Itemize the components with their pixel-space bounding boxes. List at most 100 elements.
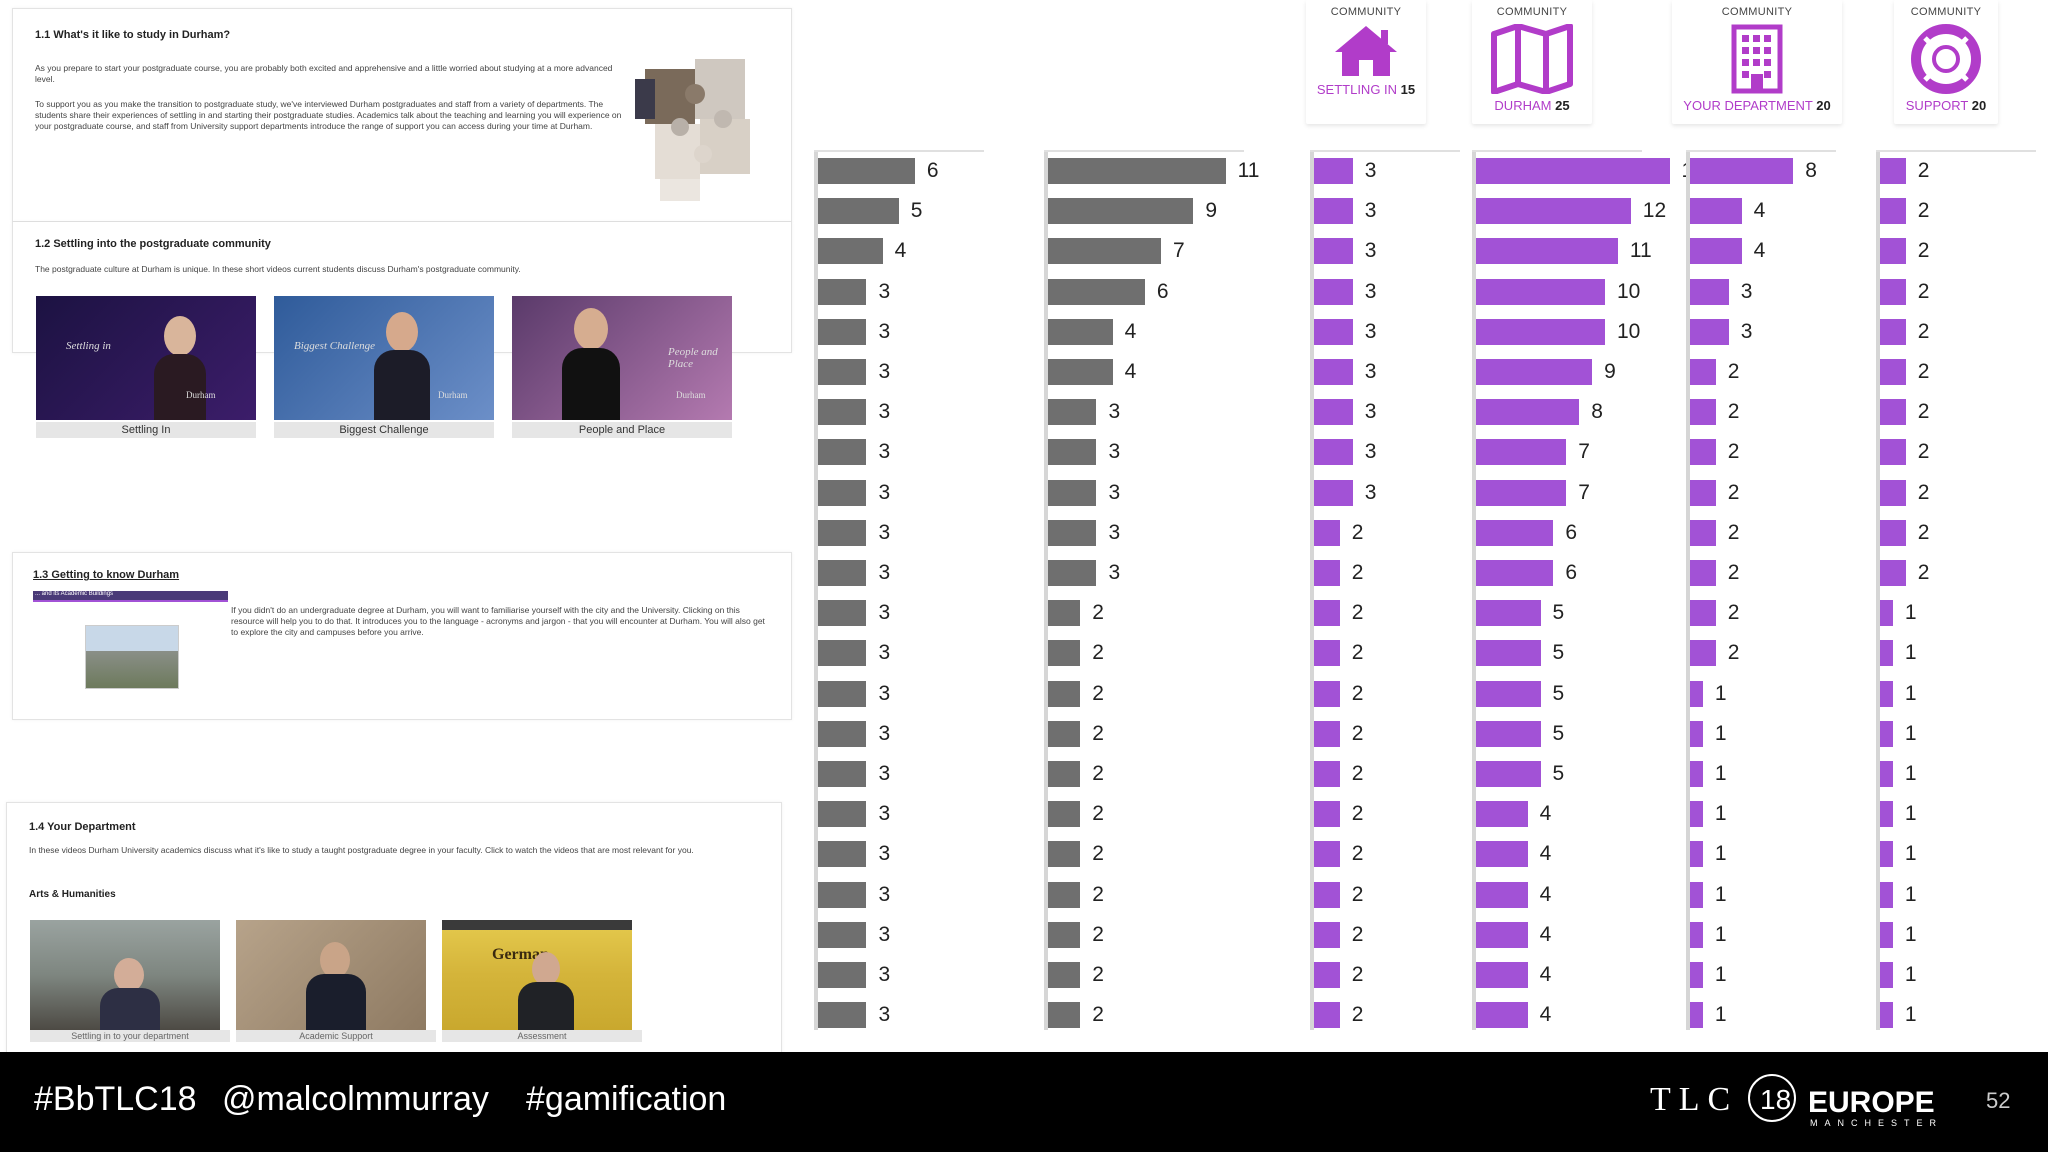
home-icon — [1335, 26, 1397, 76]
video-academic-support[interactable]: Academic Support — [236, 920, 436, 1042]
bar — [1314, 519, 1340, 546]
chart-top-line — [1310, 150, 1460, 152]
bar-value-label: 2 — [1917, 400, 1930, 424]
presenter-figure — [374, 312, 430, 420]
bar — [1048, 318, 1113, 345]
bar — [818, 881, 867, 908]
bar-value-label: 1 — [1714, 922, 1727, 946]
bar-value-label: 3 — [878, 802, 891, 826]
community-name: DURHAM 25 — [1494, 98, 1570, 113]
bar — [1048, 720, 1081, 747]
bar — [1476, 439, 1567, 466]
bar-value-label: 2 — [1727, 360, 1740, 383]
building-image[interactable] — [85, 625, 179, 689]
bar — [1476, 720, 1541, 747]
bar — [1476, 881, 1528, 908]
bar-value-label: 2 — [1351, 561, 1364, 584]
bar — [1880, 921, 1893, 948]
bar-value-label: 2 — [1917, 360, 1930, 383]
bar-value-label: 3 — [878, 440, 891, 464]
bar-value-label: 4 — [1539, 963, 1552, 986]
bar-value-label: 3 — [1108, 520, 1121, 544]
bar — [818, 680, 867, 707]
chart-top-line — [1044, 150, 1244, 152]
bar — [818, 921, 867, 948]
video-settling-in-department[interactable]: Settling in to your department — [30, 920, 230, 1042]
bar — [1314, 921, 1340, 948]
puzzle-image — [625, 49, 775, 209]
bar — [818, 278, 867, 305]
community-header-support: COMMUNITY SUPPORT 20 — [1894, 0, 1998, 124]
durham-brand: Durham — [438, 390, 468, 400]
chart-axis — [814, 150, 818, 1030]
community-header-your-department: COMMUNITY YOUR DEPARTMENT 20 — [1672, 0, 1842, 124]
bar-value-label: 2 — [1351, 842, 1364, 866]
bar-value-label: 1 — [1904, 762, 1917, 785]
video-caption: People and Place — [512, 422, 732, 438]
bar-value-label: 2 — [1092, 641, 1104, 665]
bar — [818, 318, 867, 345]
bar-value-label: 4 — [1539, 1003, 1552, 1027]
bar — [1476, 519, 1554, 546]
video-people-and-place[interactable]: People and Place Durham People and Place — [512, 296, 744, 438]
bar-value-label: 7 — [1578, 480, 1590, 504]
bar — [1690, 640, 1716, 667]
bar-value-label: 1 — [1904, 802, 1917, 826]
bar — [1880, 801, 1893, 828]
video-settling-in[interactable]: Settling in Durham Settling In — [36, 296, 266, 438]
bar-value-label: 3 — [1740, 319, 1753, 343]
bar-value-label: 5 — [1552, 762, 1565, 785]
video-assessment[interactable]: German Assessment — [442, 920, 642, 1042]
bar-value-label: 3 — [878, 882, 891, 906]
bar — [1314, 1002, 1340, 1029]
bar — [1690, 560, 1716, 586]
bar-value-label: 1 — [1904, 882, 1917, 906]
bar-value-label: 3 — [878, 360, 891, 383]
bar — [1476, 359, 1593, 385]
bar-value-label: 9 — [1205, 199, 1218, 223]
chart-top-line — [814, 150, 984, 152]
bar — [1880, 841, 1893, 868]
video-overlay-text: Biggest Challenge — [294, 340, 375, 352]
bar-value-label: 3 — [878, 520, 891, 544]
video-overlay-text: Settling in — [66, 340, 111, 352]
presenter-figure — [306, 942, 366, 1030]
bar-value-label: 2 — [1917, 561, 1930, 584]
bar-value-label: 2 — [1727, 520, 1740, 544]
bar — [1690, 238, 1742, 265]
bar — [1476, 479, 1567, 506]
bar — [1690, 720, 1703, 747]
bar-value-label: 1 — [1714, 762, 1727, 785]
bar-value-label: 2 — [1727, 400, 1740, 424]
bar — [1690, 600, 1716, 627]
bar — [1048, 359, 1113, 385]
bar-value-label: 4 — [1539, 842, 1552, 866]
bar — [1690, 318, 1729, 345]
tlc-europe-logo: TLC 18 EUROPE MANCHESTER — [1650, 1066, 1960, 1141]
bar — [1880, 560, 1906, 586]
bar-value-label: 3 — [1108, 480, 1121, 504]
bar-value-label: 1 — [1904, 641, 1917, 665]
bar — [1690, 921, 1703, 948]
bar-value-label: 7 — [1173, 239, 1185, 263]
bar — [1880, 519, 1906, 546]
chart-axis — [1310, 150, 1314, 1030]
bar — [1690, 158, 1794, 184]
video-caption: Assessment — [442, 1030, 642, 1042]
bar — [1476, 921, 1528, 948]
hashtag-bbtlc18: #BbTLC18 — [34, 1080, 197, 1118]
bar-value-label: 1 — [1904, 1003, 1917, 1027]
bar-value-label: 4 — [1539, 882, 1552, 906]
bar — [1048, 962, 1081, 988]
bar — [818, 640, 867, 667]
bar-value-label: 3 — [1364, 400, 1377, 424]
panel-title[interactable]: 1.3 Getting to know Durham — [33, 569, 180, 581]
bar — [1048, 761, 1081, 787]
bar-value-label: 3 — [1364, 239, 1377, 263]
bar — [1880, 399, 1906, 426]
bar-value-label: 1 — [1714, 963, 1727, 986]
bar-value-label: 2 — [1092, 922, 1104, 946]
video-biggest-challenge[interactable]: Biggest Challenge Durham Biggest Challen… — [274, 296, 506, 438]
slide-footer: #BbTLC18 @malcolmmurray #gamification TL… — [0, 1052, 2048, 1152]
bar — [1476, 600, 1541, 627]
